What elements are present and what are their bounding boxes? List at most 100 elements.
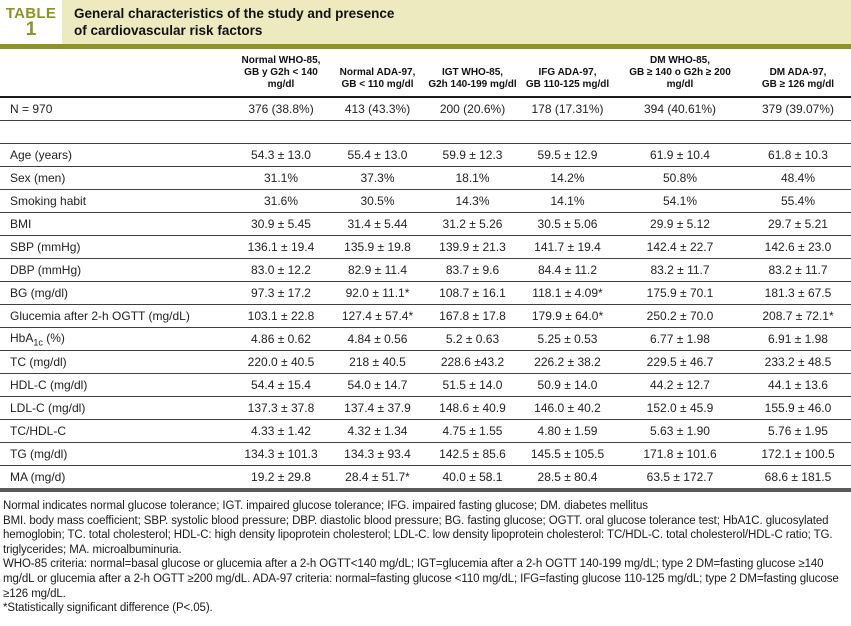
value-cell: 54.1%: [615, 189, 745, 213]
spacer-row: [0, 120, 851, 144]
table-row: DBP (mmHg) 83.0 ± 12.2 82.9 ± 11.4 83.7 ± 9…: [0, 258, 851, 282]
value-cell: 37.3%: [330, 166, 425, 190]
column-header: IFG ADA-97, GB 110-125 mg/dl: [520, 49, 615, 98]
value-cell: 30.5%: [330, 189, 425, 213]
value-cell: 250.2 ± 70.0: [615, 304, 745, 328]
column-header-line2: G2h 140-199 mg/dl: [428, 79, 517, 90]
table-row: HbA1c (%) 4.86 ± 0.62 4.84 ± 0.56 5.2 ± 0.6…: [0, 327, 851, 351]
value-cell: 103.1 ± 22.8: [232, 304, 330, 328]
value-cell: 200 (20.6%): [425, 97, 520, 121]
value-cell: 18.1%: [425, 166, 520, 190]
row-label: TC/HDL-C: [0, 419, 232, 443]
value-cell: 31.4 ± 5.44: [330, 212, 425, 236]
footnote-abbreviations-1: Normal indicates normal glucose toleranc…: [3, 500, 648, 512]
value-cell: 29.9 ± 5.12: [615, 212, 745, 236]
row-label-text: HDL-C (mg/dl): [10, 378, 88, 392]
value-cell: 4.32 ± 1.34: [330, 419, 425, 443]
value-cell: 139.9 ± 21.3: [425, 235, 520, 259]
value-cell: 181.3 ± 67.5: [745, 281, 851, 305]
row-label-text: HbA: [10, 330, 34, 345]
value-cell: 175.9 ± 70.1: [615, 281, 745, 305]
table-title: General characteristics of the study and…: [62, 0, 851, 44]
footnote-significance: *Statistically significant difference (P…: [3, 602, 213, 615]
row-label: DBP (mmHg): [0, 258, 232, 282]
value-cell: 29.7 ± 5.21: [745, 212, 851, 236]
value-cell: 59.9 ± 12.3: [425, 143, 520, 167]
value-cell: 59.5 ± 12.9: [520, 143, 615, 167]
value-cell: 146.0 ± 40.2: [520, 396, 615, 420]
table-row: TC/HDL-C 4.33 ± 1.42 4.32 ± 1.34 4.75 ± 1.5…: [0, 419, 851, 443]
value-cell: 50.9 ± 14.0: [520, 373, 615, 397]
value-cell: [745, 120, 851, 144]
value-cell: 31.1%: [232, 166, 330, 190]
value-cell: 136.1 ± 19.4: [232, 235, 330, 259]
row-label-text: DBP (mmHg): [10, 263, 82, 277]
value-cell: 142.5 ± 85.6: [425, 442, 520, 466]
row-label-text: TG (mg/dl): [10, 447, 68, 461]
column-header: IGT WHO-85, G2h 140-199 mg/dl: [425, 49, 520, 98]
row-label-text: Smoking habit: [10, 194, 87, 208]
value-cell: 172.1 ± 100.5: [745, 442, 851, 466]
value-cell: 394 (40.61%): [615, 97, 745, 121]
value-cell: 208.7 ± 72.1*: [745, 304, 851, 328]
column-header-line2: GB < 110 mg/dl: [341, 79, 414, 90]
column-header: DM ADA-97, GB ≥ 126 mg/dl: [745, 49, 851, 98]
value-cell: 134.3 ± 101.3: [232, 442, 330, 466]
value-cell: 31.2 ± 5.26: [425, 212, 520, 236]
value-cell: 28.4 ± 51.7*: [345, 470, 410, 484]
value-cell: 220.0 ± 40.5: [232, 350, 330, 374]
value-cell: 55.4 ± 13.0: [330, 143, 425, 167]
value-cell: 179.9 ± 64.0*: [520, 304, 615, 328]
table-row: MA (mg/d) 19.2 ± 29.8 28.4 ± 51.7* 40.0 ± 5…: [0, 466, 851, 489]
row-label: Age (years): [0, 143, 232, 167]
row-label-subscript: 1c: [33, 337, 43, 348]
value-cell: 4.80 ± 1.59: [520, 419, 615, 443]
value-cell: 233.2 ± 48.5: [745, 350, 851, 374]
value-cell: 4.75 ± 1.55: [425, 419, 520, 443]
table-row: LDL-C (mg/dl) 137.3 ± 37.8 137.4 ± 37.9 148…: [0, 396, 851, 420]
table-row: BG (mg/dl) 97.3 ± 17.2 92.0 ± 11.1* 108.7 ±…: [0, 281, 851, 305]
value-cell: [615, 120, 745, 144]
table-word-label: TABLE: [5, 5, 57, 22]
table-number-tag: TABLE 1: [0, 0, 62, 44]
row-label-text: TC (mg/dl): [10, 355, 67, 369]
row-label-text: LDL-C (mg/dl): [10, 401, 86, 415]
value-cell: 84.4 ± 11.2: [520, 258, 615, 282]
value-cell: 44.2 ± 12.7: [615, 373, 745, 397]
row-label-suffix: (%): [42, 330, 65, 345]
value-cell: 6.77 ± 1.98: [615, 327, 745, 351]
table-row: N = 970 376 (38.8%) 413 (43.3%) 200 (20.6%)…: [0, 97, 851, 121]
row-label-text: Glucemia after 2-h OGTT (mg/dL): [10, 309, 190, 323]
value-cell: 152.0 ± 45.9: [615, 396, 745, 420]
value-cell: 142.4 ± 22.7: [615, 235, 745, 259]
column-header-line1: DM WHO-85,: [650, 55, 710, 66]
value-cell: 54.0 ± 14.7: [330, 373, 425, 397]
table-row: Glucemia after 2-h OGTT (mg/dL) 103.1 ± 2…: [0, 304, 851, 328]
value-cell: 48.4%: [745, 166, 851, 190]
column-header-line2: GB 110-125 mg/dl: [525, 79, 610, 90]
row-label: [0, 120, 232, 144]
value-cell: 148.6 ± 40.9: [425, 396, 520, 420]
value-cell: 127.4 ± 57.4*: [330, 304, 425, 328]
value-cell: 118.1 ± 4.09*: [520, 281, 615, 305]
table-row: TG (mg/dl) 134.3 ± 101.3 134.3 ± 93.4 142.5…: [0, 442, 851, 466]
value-cell: [232, 120, 330, 144]
row-label: LDL-C (mg/dl): [0, 396, 232, 420]
row-label: BG (mg/dl): [0, 281, 232, 305]
value-cell: 155.9 ± 46.0: [745, 396, 851, 420]
value-cell: 379 (39.07%): [745, 97, 851, 121]
table-title-line1: General characteristics of the study and…: [74, 6, 395, 21]
column-header-line1: IGT WHO-85,: [441, 67, 504, 78]
value-cell: 82.9 ± 11.4: [330, 258, 425, 282]
row-label-text: TC/HDL-C: [10, 424, 66, 438]
row-label-text: N = 970: [10, 102, 53, 116]
value-cell: 135.9 ± 19.8: [330, 235, 425, 259]
value-cell: [425, 120, 520, 144]
column-header: Normal WHO-85, GB y G2h < 140 mg/dl: [232, 49, 330, 98]
value-cell: 6.91 ± 1.98: [745, 327, 851, 351]
value-cell: 83.7 ± 9.6: [425, 258, 520, 282]
value-cell: 5.25 ± 0.53: [520, 327, 615, 351]
value-cell: 413 (43.3%): [330, 97, 425, 121]
value-cell: [520, 120, 615, 144]
